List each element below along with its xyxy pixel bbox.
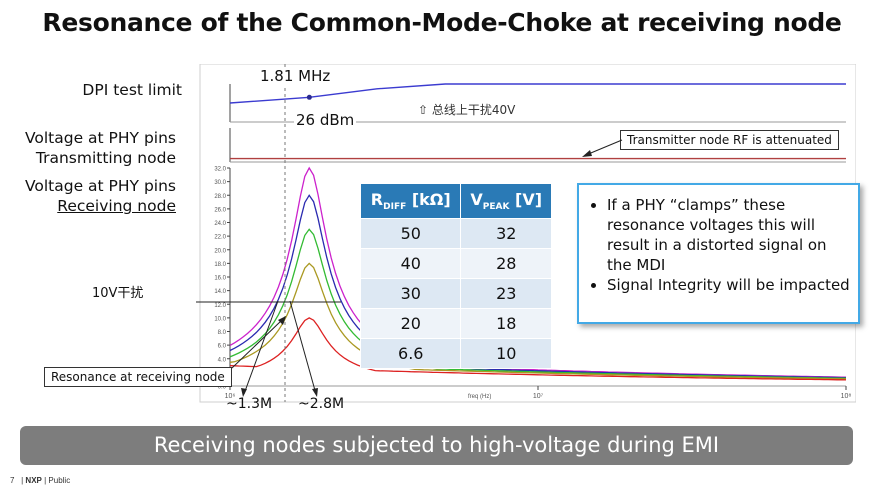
y-tick-label: 8.0 (218, 330, 227, 336)
y-tick-label: 12.0 (214, 303, 226, 309)
footer: 7 | NXP | Public (10, 476, 71, 485)
y-tick-label: 32.0 (214, 167, 226, 173)
resonance-curve-18 (229, 262, 847, 380)
signal-integrity-note: If a PHY “clamps” these resonance voltag… (577, 183, 860, 324)
x-tick-label: 10⁸ (841, 393, 852, 400)
table-row: 30 23 (359, 278, 552, 309)
tx-label-line1: Voltage at PHY pins (24, 129, 176, 147)
table-row: 6.6 10 (359, 338, 552, 369)
resonance-curve-23 (229, 228, 847, 379)
y-tick-label: 18.0 (214, 262, 226, 268)
brand-label: NXP (25, 476, 42, 485)
x-tick-label: 10⁷ (533, 393, 544, 400)
up-arrow-icon: ⇧ (418, 103, 429, 117)
dpi-level-label: 26 dBm (294, 111, 357, 129)
transmit-panel (229, 128, 846, 163)
tx-label-line2: Transmitting node (35, 149, 176, 167)
v-peak-header: VPEAK [V] (460, 183, 552, 219)
r-diff-header: RDIFF [kΩ] (359, 183, 462, 219)
bus-interference-label: ⇧ 总线上干扰40V (418, 101, 515, 118)
resonance-callout-arrow (231, 316, 286, 369)
low-frequency-label: ~1.3M (226, 396, 273, 412)
peak-frequency-label: 1.81 MHz (258, 67, 333, 85)
note-item: Signal Integrity will be impacted (607, 275, 850, 295)
y-tick-label: 4.0 (218, 357, 227, 363)
note-item: If a PHY “clamps” these resonance voltag… (607, 195, 850, 275)
x-tick-label: 10⁶ (225, 393, 236, 400)
tx-callout-arrow (582, 139, 623, 157)
dpi-test-limit-label: DPI test limit (82, 81, 182, 99)
high-frequency-label: ~2.8M (298, 396, 345, 412)
table-row: 40 28 (359, 248, 552, 279)
y-tick-label: 26.0 (214, 207, 226, 213)
tx-attenuated-callout: Transmitter node RF is attenuated (620, 130, 839, 150)
resistance-voltage-table: RDIFF [kΩ] VPEAK [V] 50 32 40 28 30 23 20 18… (359, 183, 552, 369)
table-row: 50 32 (359, 218, 552, 249)
dpi-limit-line (229, 83, 846, 104)
summary-banner: Receiving nodes subjected to high-voltag… (20, 426, 853, 465)
y-tick-label: 0.0 (218, 385, 227, 391)
y-tick-label: 14.0 (214, 289, 226, 295)
y-tick-label: 24.0 (214, 221, 226, 227)
resonance-callout: Resonance at receiving node (44, 367, 232, 387)
y-tick-label: 16.0 (214, 276, 226, 282)
ten-volt-label: 10V干扰 (92, 286, 144, 301)
page-title: Resonance of the Common-Mode-Choke at re… (42, 8, 842, 37)
y-tick-label: 10.0 (214, 316, 226, 322)
y-tick-label: 22.0 (214, 235, 226, 241)
bus-interference-text: 总线上干扰40V (431, 103, 516, 117)
y-tick-label: 6.0 (218, 344, 227, 350)
y-tick-label: 28.0 (214, 194, 226, 200)
resonance-curve-10 (229, 317, 847, 381)
y-tick-label: 20.0 (214, 248, 226, 254)
dpi-peak-point (306, 94, 312, 100)
classification-label: Public (48, 476, 71, 485)
page-number: 7 (10, 476, 15, 485)
y-tick-label: 30.0 (214, 180, 226, 186)
x-axis-label: freq (Hz) (468, 394, 491, 400)
rx-label-line2: Receiving node (57, 197, 176, 215)
bandwidth-arrows (241, 300, 318, 397)
table-row: 20 18 (359, 308, 552, 339)
rx-label-line1: Voltage at PHY pins (24, 177, 176, 195)
resonance-curve-28 (229, 194, 846, 379)
